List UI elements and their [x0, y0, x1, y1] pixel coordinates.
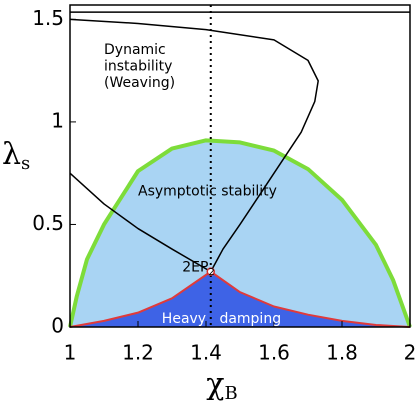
annotation: 2EP2 — [182, 260, 215, 279]
curve — [69, 172, 212, 273]
ep-marker — [206, 267, 216, 276]
y-axis-label-sub: s — [21, 153, 30, 174]
y-tick-label: 1.5 — [32, 6, 64, 30]
plot-frame — [69, 4, 411, 328]
x-tick-label: 1.6 — [258, 341, 290, 365]
y-tick-label: 0 — [51, 314, 64, 338]
y-tick-label: 0.5 — [32, 211, 64, 235]
y-tick-label: 1 — [51, 108, 64, 132]
annotation: instability — [104, 59, 172, 75]
curve — [69, 18, 319, 272]
curve — [69, 270, 411, 328]
annotation: Heavy damping — [162, 311, 281, 327]
annotation-main: 2EP — [182, 260, 208, 276]
annotation: Asymptotic stability — [138, 184, 277, 200]
annotation-sub: 2 — [208, 267, 214, 278]
x-axis-label: χB — [206, 367, 237, 404]
x-axis-label-sub: B — [224, 383, 237, 404]
annotation: Dynamic — [104, 42, 166, 58]
x-tick-label: 1.4 — [190, 341, 222, 365]
x-tick-label: 1 — [64, 341, 77, 365]
annotation: (Weaving) — [104, 75, 175, 91]
x-tick-label: 2 — [404, 341, 417, 365]
y-axis-label-main: λ — [2, 137, 21, 172]
y-axis-label: λs — [2, 137, 30, 174]
x-tick-label: 1.8 — [326, 341, 358, 365]
x-tick-label: 1.2 — [122, 341, 154, 365]
curve — [68, 138, 412, 328]
area — [70, 271, 410, 327]
x-axis-label-main: χ — [206, 367, 224, 402]
